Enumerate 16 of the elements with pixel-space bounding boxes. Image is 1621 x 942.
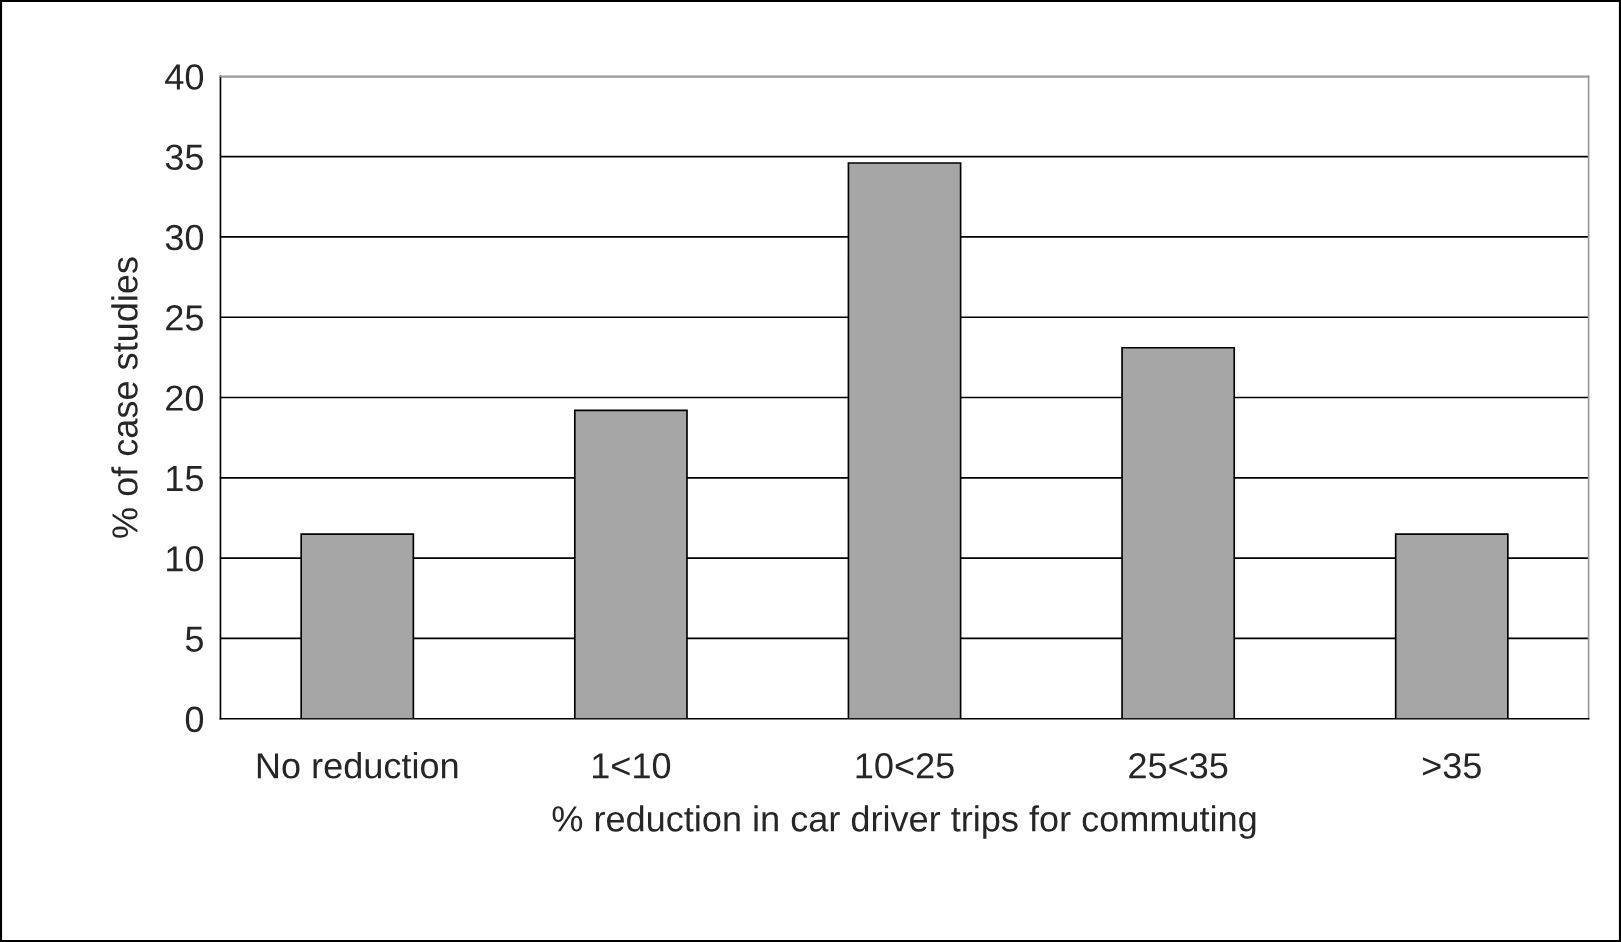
x-axis-title: % reduction in car driver trips for commuting	[552, 805, 1256, 839]
y-tick-label: 15	[167, 466, 203, 492]
y-tick-label: 0	[185, 706, 204, 733]
y-tick-label: 5	[185, 626, 203, 652]
x-tick-label: >35	[1422, 753, 1481, 779]
y-tick-label: 20	[166, 385, 204, 411]
y-tick-label: 35	[165, 144, 203, 171]
x-tick-label: 1<10	[592, 753, 671, 779]
y-axis-title: % of case studies	[111, 257, 138, 538]
y-tick-label: 10	[167, 546, 204, 572]
x-tick-label: No reduction	[257, 752, 458, 779]
x-tick-label: 25<35	[1129, 753, 1228, 779]
y-tick-label: 25	[166, 305, 203, 331]
y-tick-label: 30	[165, 224, 204, 251]
x-tick-label: 10<25	[856, 753, 954, 779]
y-tick-label: 40	[165, 64, 204, 90]
